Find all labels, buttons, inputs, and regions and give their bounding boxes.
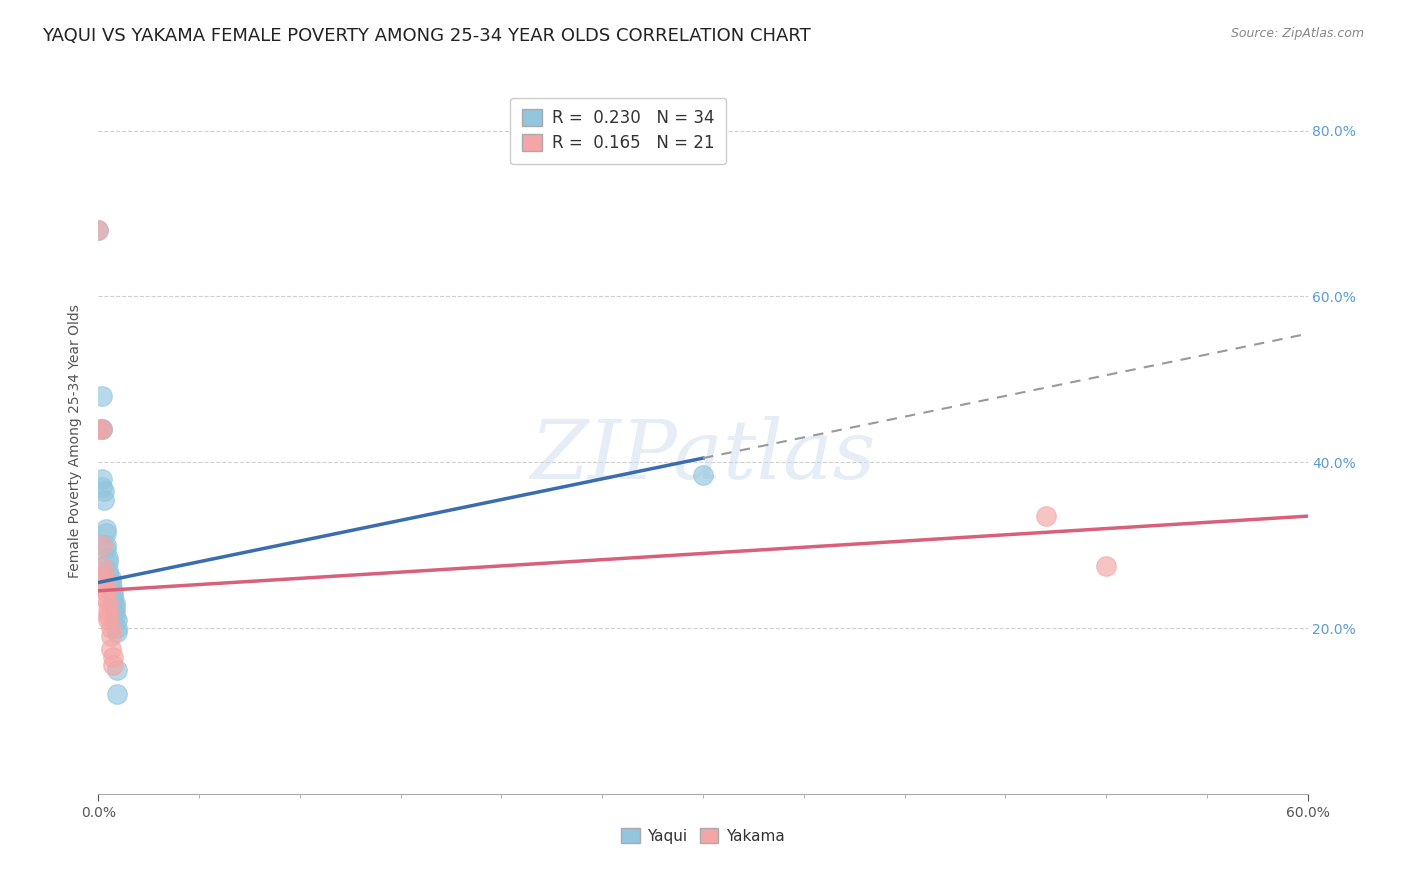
Y-axis label: Female Poverty Among 25-34 Year Olds: Female Poverty Among 25-34 Year Olds [69, 304, 83, 579]
Point [105, 613, 128, 627]
Point [97, 608, 120, 623]
Point [100, 580, 122, 594]
Point [103, 596, 125, 610]
Point [101, 658, 124, 673]
Point [91, 422, 114, 436]
Point [96, 522, 118, 536]
Point [100, 621, 122, 635]
Point [96, 592, 118, 607]
Point [93, 492, 115, 507]
Point [91, 389, 114, 403]
Point [97, 605, 120, 619]
Point [97, 613, 120, 627]
Point [96, 525, 118, 540]
Point [97, 563, 120, 577]
Point [87, 223, 110, 237]
Point [93, 567, 115, 582]
Point [101, 650, 124, 665]
Point [101, 588, 124, 602]
Point [96, 542, 118, 557]
Point [103, 600, 125, 615]
Point [96, 538, 118, 552]
Point [97, 555, 120, 569]
Point [97, 550, 120, 565]
Point [100, 575, 122, 590]
Point [91, 480, 114, 494]
Text: YAQUI VS YAKAMA FEMALE POVERTY AMONG 25-34 YEAR OLDS CORRELATION CHART: YAQUI VS YAKAMA FEMALE POVERTY AMONG 25-… [42, 27, 811, 45]
Point [100, 571, 122, 585]
Point [97, 567, 120, 582]
Point [101, 596, 124, 610]
Point [96, 583, 118, 598]
Point [93, 575, 115, 590]
Point [105, 687, 128, 701]
Point [100, 575, 122, 590]
Point [87, 422, 110, 436]
Point [87, 223, 110, 237]
Point [91, 538, 114, 552]
Point [93, 484, 115, 499]
Text: Source: ZipAtlas.com: Source: ZipAtlas.com [1230, 27, 1364, 40]
Point [100, 629, 122, 643]
Point [105, 625, 128, 640]
Point [1035, 509, 1057, 524]
Point [96, 580, 118, 594]
Point [97, 596, 120, 610]
Point [101, 592, 124, 607]
Point [91, 422, 114, 436]
Point [91, 472, 114, 486]
Point [91, 422, 114, 436]
Point [692, 467, 714, 482]
Point [1095, 558, 1118, 573]
Point [91, 558, 114, 573]
Point [103, 605, 125, 619]
Point [101, 583, 124, 598]
Point [103, 608, 125, 623]
Point [105, 621, 128, 635]
Text: ZIPatlas: ZIPatlas [530, 416, 876, 496]
Point [100, 641, 122, 656]
Point [105, 663, 128, 677]
Legend: Yaqui, Yakama: Yaqui, Yakama [616, 822, 790, 850]
